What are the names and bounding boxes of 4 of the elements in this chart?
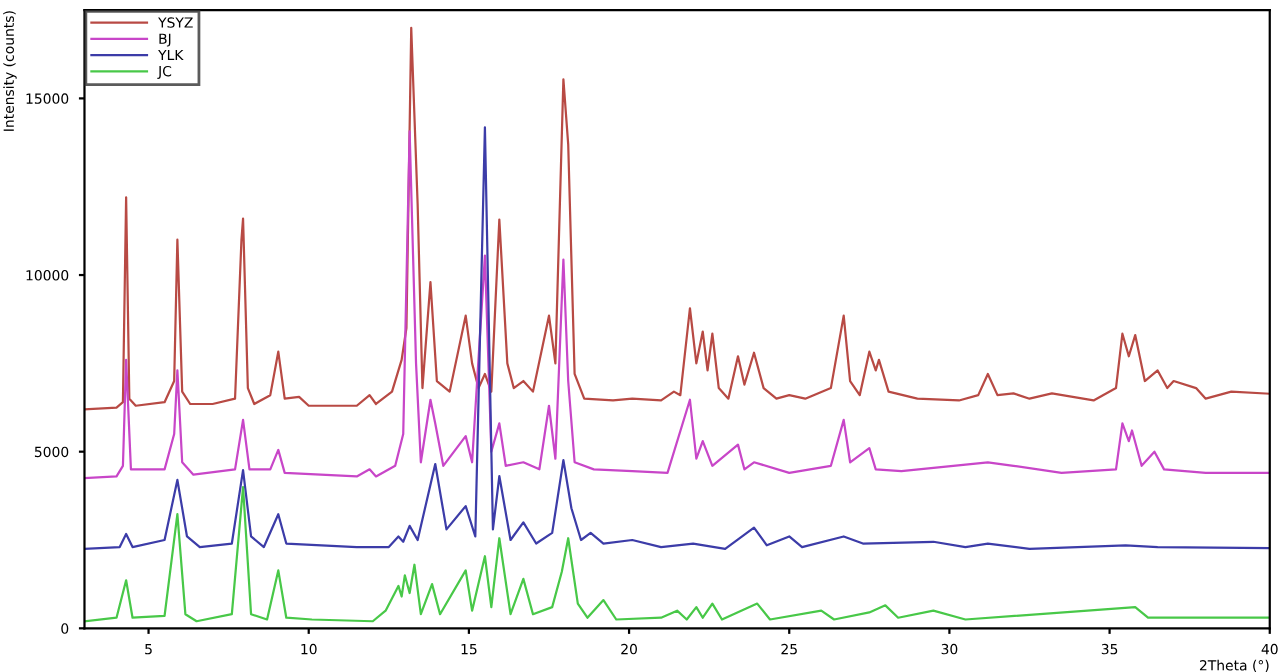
line-series [84,26,1270,411]
line-series [84,485,1270,623]
line-series [84,126,1270,550]
line-series [84,130,1270,480]
